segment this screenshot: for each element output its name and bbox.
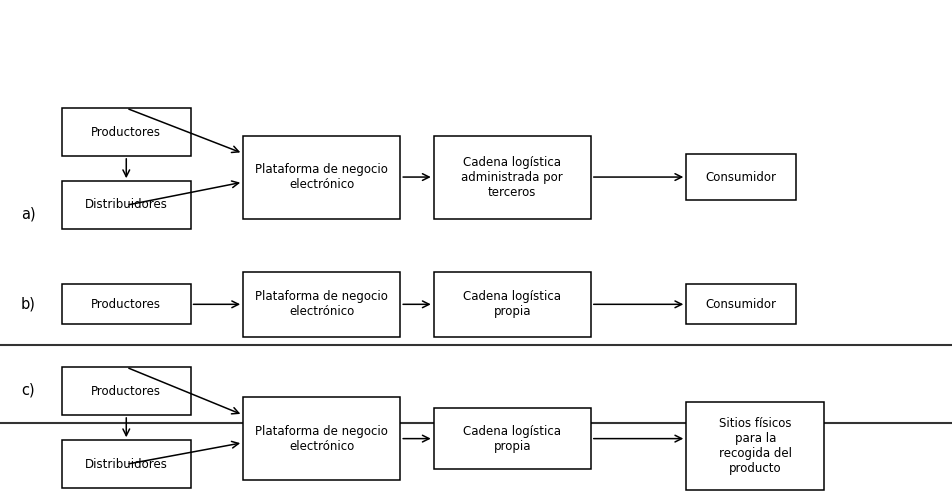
Text: a): a) bbox=[21, 206, 35, 221]
Text: Distribuidores: Distribuidores bbox=[85, 199, 168, 211]
Text: Sitios físicos
para la
recogida del
producto: Sitios físicos para la recogida del prod… bbox=[718, 417, 791, 475]
FancyBboxPatch shape bbox=[243, 397, 400, 480]
Text: Consumidor: Consumidor bbox=[704, 171, 776, 184]
Text: Cadena logística
administrada por
terceros: Cadena logística administrada por tercer… bbox=[461, 156, 563, 199]
FancyBboxPatch shape bbox=[433, 408, 590, 469]
FancyBboxPatch shape bbox=[685, 154, 795, 200]
FancyBboxPatch shape bbox=[433, 136, 590, 219]
FancyBboxPatch shape bbox=[685, 284, 795, 324]
Text: Plataforma de negocio
electrónico: Plataforma de negocio electrónico bbox=[255, 290, 387, 318]
FancyBboxPatch shape bbox=[243, 136, 400, 219]
FancyBboxPatch shape bbox=[62, 367, 190, 415]
Text: Consumidor: Consumidor bbox=[704, 298, 776, 311]
Text: Cadena logística
propia: Cadena logística propia bbox=[463, 290, 561, 318]
Text: Productores: Productores bbox=[91, 385, 161, 397]
FancyBboxPatch shape bbox=[433, 272, 590, 337]
FancyBboxPatch shape bbox=[62, 440, 190, 488]
FancyBboxPatch shape bbox=[243, 272, 400, 337]
Text: b): b) bbox=[21, 297, 36, 312]
Text: Distribuidores: Distribuidores bbox=[85, 458, 168, 470]
Text: c): c) bbox=[21, 382, 34, 397]
Text: Productores: Productores bbox=[91, 126, 161, 138]
Text: Plataforma de negocio
electrónico: Plataforma de negocio electrónico bbox=[255, 425, 387, 453]
Text: Cadena logística
propia: Cadena logística propia bbox=[463, 425, 561, 453]
FancyBboxPatch shape bbox=[62, 181, 190, 229]
Text: Plataforma de negocio
electrónico: Plataforma de negocio electrónico bbox=[255, 163, 387, 191]
FancyBboxPatch shape bbox=[62, 108, 190, 156]
Text: Productores: Productores bbox=[91, 298, 161, 311]
FancyBboxPatch shape bbox=[685, 402, 823, 490]
FancyBboxPatch shape bbox=[62, 284, 190, 324]
